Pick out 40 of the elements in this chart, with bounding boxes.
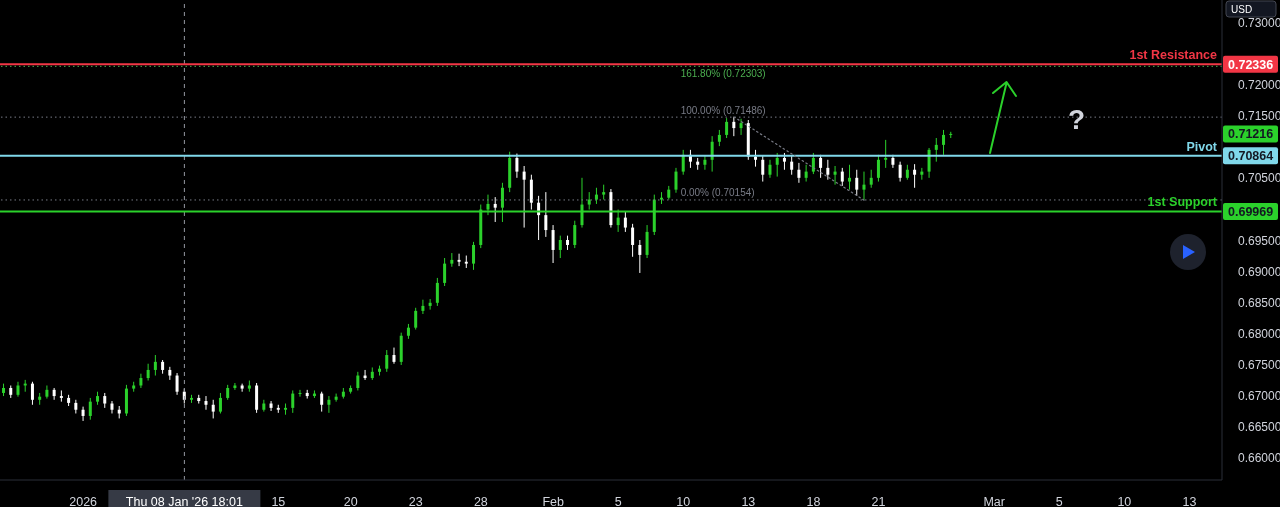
y-tick-label: 0.66000 [1238, 451, 1280, 466]
y-tick-label: 0.69500 [1238, 233, 1280, 248]
y-tick-label: 0.68000 [1238, 326, 1280, 341]
x-tick-label: 15 [271, 494, 286, 507]
text: 0.72336 [1228, 57, 1274, 72]
ref-line-label: 100.00% (0.71486) [680, 104, 766, 116]
y-tick-label: 0.67000 [1238, 389, 1280, 404]
x-tick-label: 23 [408, 494, 423, 507]
y-tick-label: 0.71500 [1238, 109, 1280, 124]
x-tick-label: 13 [741, 494, 756, 507]
ref-line-label: Pivot [1186, 139, 1218, 154]
x-tick-label: 13 [1182, 494, 1197, 507]
x-tick-label: 5 [1055, 494, 1063, 507]
x-tick-label: 21 [871, 494, 886, 507]
x-tick-label: 2026 [69, 494, 98, 507]
x-tick-label: Thu 08 Jan '26 18:01 [125, 494, 243, 507]
y-tick-label: 0.70500 [1238, 171, 1280, 186]
y-tick-label: 0.66500 [1238, 420, 1280, 435]
x-tick-label: 18 [806, 494, 821, 507]
ref-line-label: 0.00% (0.70154) [680, 187, 755, 199]
x-tick-label: 10 [676, 494, 691, 507]
x-tick-label: 20 [343, 494, 358, 507]
y-tick-label: 0.67500 [1238, 357, 1280, 372]
y-tick-label: 0.72000 [1238, 78, 1280, 93]
y-tick-label: 0.73000 [1238, 16, 1280, 31]
text: 0.70864 [1228, 149, 1274, 164]
x-tick-label: Feb [542, 494, 564, 507]
ref-line-label: 1st Support [1147, 195, 1218, 210]
ref-line-label: 1st Resistance [1129, 48, 1218, 63]
y-tick-label: 0.69000 [1238, 264, 1280, 279]
y-tick-label: 0.68500 [1238, 295, 1280, 310]
x-tick-label: 10 [1117, 494, 1132, 507]
x-tick-label: Mar [983, 494, 1005, 507]
ref-line-label: 161.80% (0.72303) [680, 68, 766, 80]
text: 0.69969 [1228, 204, 1274, 219]
text: 0.71216 [1228, 127, 1274, 142]
x-tick-label: 5 [614, 494, 622, 507]
y-axis-title: USD [1231, 4, 1253, 15]
annotation: ? [1068, 104, 1086, 136]
x-tick-label: 28 [473, 494, 488, 507]
